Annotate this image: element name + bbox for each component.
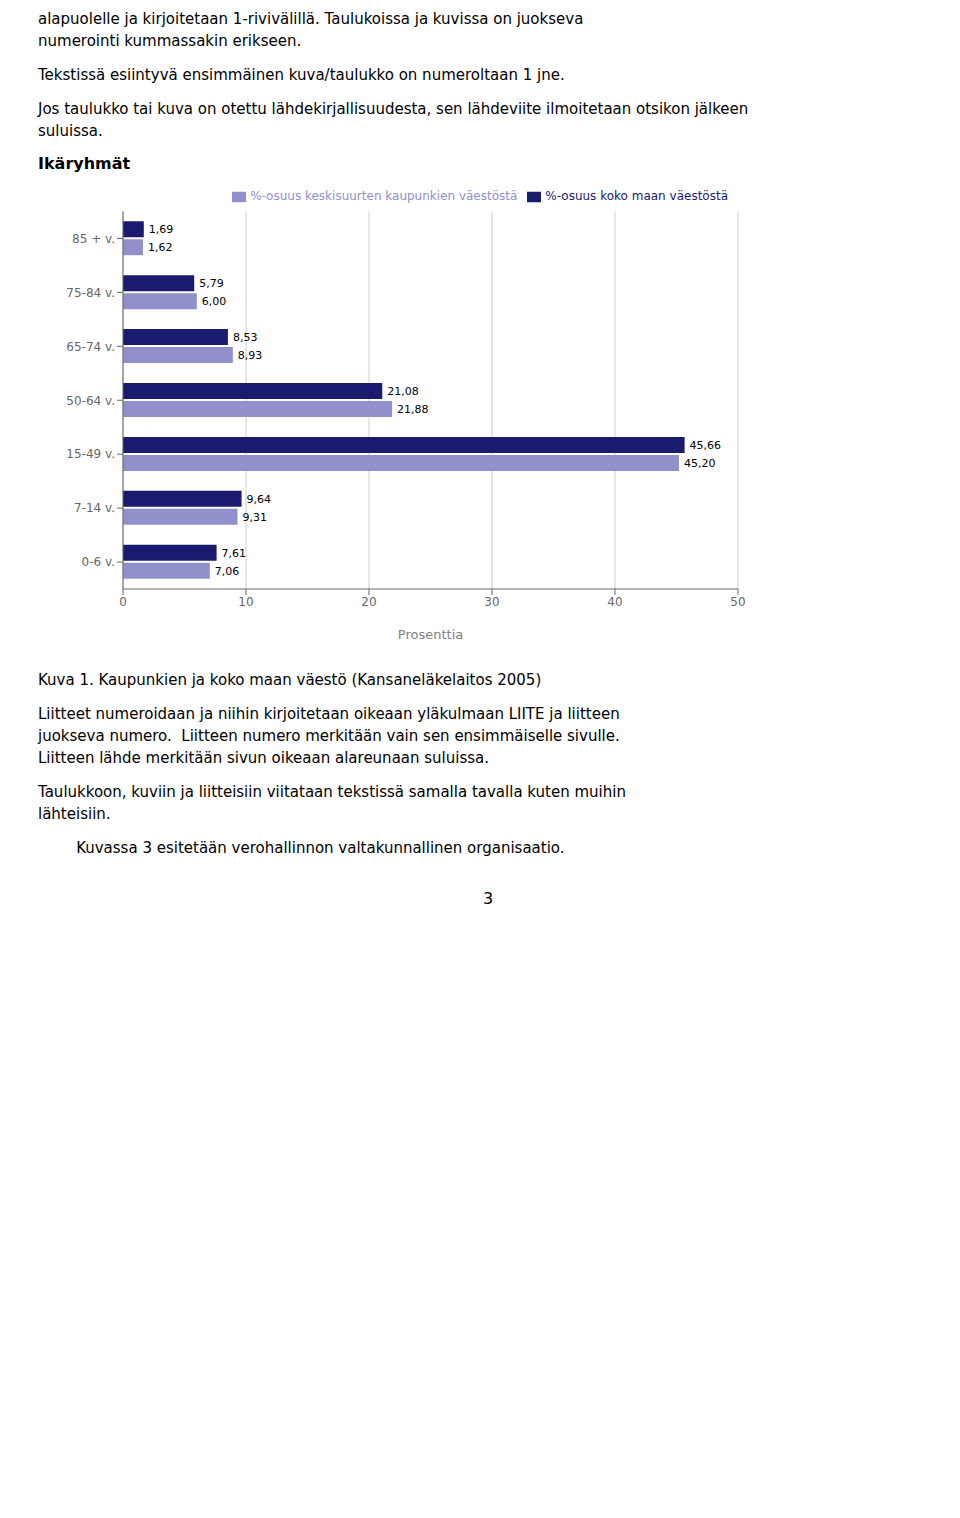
html-text:numerointi kummassakin eriksee: numerointi kummassakin erikseen. [38, 32, 302, 50]
svg-text:0-6 v.: 0-6 v. [82, 555, 115, 569]
svg-text:7,06: 7,06 [215, 565, 240, 578]
svg-text:85 + v.: 85 + v. [72, 232, 115, 246]
svg-text:1,62: 1,62 [148, 241, 173, 254]
svg-text:1,69: 1,69 [149, 223, 174, 236]
svg-text:Prosenttia: Prosenttia [398, 627, 463, 642]
html-text:alapuolelle ja kirjoitetaan 1-: alapuolelle ja kirjoitetaan 1-rivivälill… [38, 10, 584, 28]
svg-text:5,79: 5,79 [199, 277, 224, 290]
html-text:%-osuus keskisuurten kaupunkie: %-osuus keskisuurten kaupunkien väestöst… [250, 189, 518, 203]
svg-text:45,66: 45,66 [690, 439, 722, 452]
svg-text:0: 0 [119, 595, 127, 609]
html-text:Tekstissä esiintyvä ensimmäine: Tekstissä esiintyvä ensimmäinen kuva/tau… [38, 66, 565, 84]
html-text:suluissa.: suluissa. [38, 122, 103, 140]
svg-text:7,61: 7,61 [222, 547, 247, 560]
svg-text:21,08: 21,08 [387, 385, 419, 398]
html-text:Ikäryhmät: Ikäryhmät [38, 154, 131, 173]
svg-text:8,93: 8,93 [238, 349, 262, 362]
html-text:Liitteen lähde merkitään sivun: Liitteen lähde merkitään sivun oikeaan a… [38, 749, 489, 767]
svg-text:6,00: 6,00 [202, 295, 227, 308]
svg-text:50-64 v.: 50-64 v. [66, 394, 115, 408]
html-text:Liitteet numeroidaan ja niihin: Liitteet numeroidaan ja niihin kirjoitet… [38, 705, 620, 723]
svg-text:10: 10 [238, 595, 253, 609]
svg-text:30: 30 [484, 595, 499, 609]
svg-text:9,31: 9,31 [243, 511, 268, 524]
svg-text:8,53: 8,53 [233, 331, 258, 344]
html-text:%-osuus koko maan väestöstä: %-osuus koko maan väestöstä [545, 189, 728, 203]
html-text:lähteisiin.: lähteisiin. [38, 805, 111, 823]
svg-text:40: 40 [607, 595, 622, 609]
svg-text:9,64: 9,64 [247, 493, 272, 506]
html-text:3: 3 [482, 889, 494, 908]
svg-text:7-14 v.: 7-14 v. [74, 501, 115, 515]
svg-text:15-49 v.: 15-49 v. [66, 447, 115, 461]
html-text:Kuva 1. Kaupunkien ja koko maa: Kuva 1. Kaupunkien ja koko maan väestö (… [38, 671, 542, 689]
svg-text:45,20: 45,20 [684, 457, 716, 470]
svg-text:21,88: 21,88 [397, 403, 429, 416]
html-text:juokseva numero. Liitteen nume: juokseva numero. Liitteen numero merkitä… [38, 727, 620, 745]
svg-text:50: 50 [730, 595, 745, 609]
html-text:Jos taulukko tai kuva on otett: Jos taulukko tai kuva on otettu lähdekir… [38, 100, 749, 118]
svg-text:20: 20 [361, 595, 376, 609]
html-text:Kuvassa 3 esitetään verohallin: Kuvassa 3 esitetään verohallinnon valtak… [38, 839, 565, 857]
html-text:Taulukkoon, kuviin ja liitteis: Taulukkoon, kuviin ja liitteisiin viitat… [38, 783, 626, 801]
svg-text:75-84 v.: 75-84 v. [66, 286, 115, 300]
svg-text:65-74 v.: 65-74 v. [66, 340, 115, 354]
